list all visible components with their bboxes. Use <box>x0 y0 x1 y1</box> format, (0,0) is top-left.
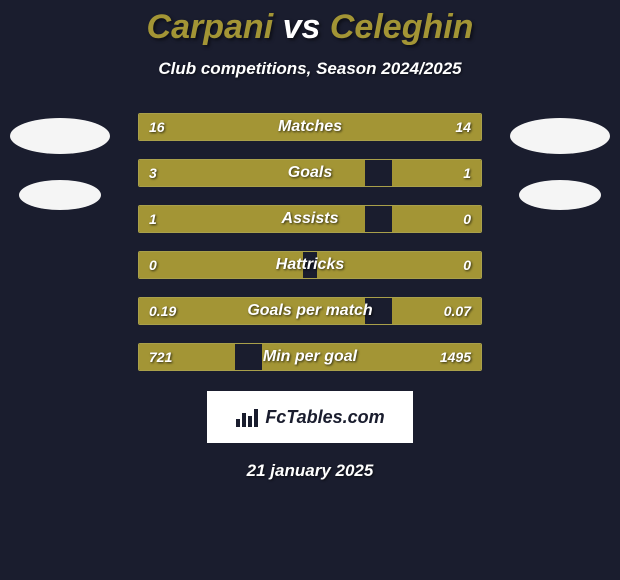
stat-bar-left-value: 3 <box>149 165 157 181</box>
stat-bar-label: Hattricks <box>276 256 344 274</box>
stat-bar-left-value: 721 <box>149 349 172 365</box>
player2-avatar-small <box>519 180 601 210</box>
stat-bar-right-value: 1495 <box>440 349 471 365</box>
stat-bar: Goals per match 0.19 0.07 <box>138 297 482 325</box>
stat-bar-label: Goals <box>288 164 332 182</box>
stat-bar-right-value: 14 <box>455 119 471 135</box>
stat-bar-left-value: 0 <box>149 257 157 273</box>
date-line: 21 january 2025 <box>0 461 620 481</box>
stat-bar-right-value: 0.07 <box>444 303 471 319</box>
stat-bar-left-value: 1 <box>149 211 157 227</box>
stat-bar-left-value: 16 <box>149 119 165 135</box>
stat-bar: Assists 1 0 <box>138 205 482 233</box>
page-title: Carpani vs Celeghin <box>0 8 620 47</box>
stat-bar-right-value: 0 <box>463 211 471 227</box>
subtitle: Club competitions, Season 2024/2025 <box>0 59 620 79</box>
brand-chart-icon <box>235 407 259 427</box>
stat-bar-label: Goals per match <box>247 302 372 320</box>
player2-avatar <box>510 118 610 154</box>
stat-bar: Matches 16 14 <box>138 113 482 141</box>
stat-bar-right-value: 0 <box>463 257 471 273</box>
stat-bar: Hattricks 0 0 <box>138 251 482 279</box>
stat-bar-label: Assists <box>282 210 339 228</box>
brand-box: FcTables.com <box>207 391 413 443</box>
stat-bars: Matches 16 14 Goals 3 1 Assists 1 0 Hattricks 0 0 Go… <box>138 113 482 371</box>
stat-bar-label: Min per goal <box>263 348 357 366</box>
vs-separator: vs <box>283 8 321 46</box>
stat-bar-label: Matches <box>278 118 342 136</box>
stat-bar-right-value: 1 <box>463 165 471 181</box>
stat-bar: Goals 3 1 <box>138 159 482 187</box>
player2-name: Celeghin <box>330 8 474 46</box>
player1-avatar <box>10 118 110 154</box>
stat-bar: Min per goal 721 1495 <box>138 343 482 371</box>
avatar-col-right <box>510 118 610 210</box>
player1-avatar-small <box>19 180 101 210</box>
stat-bar-left-value: 0.19 <box>149 303 176 319</box>
player1-name: Carpani <box>147 8 274 46</box>
avatar-col-left <box>10 118 110 210</box>
brand-text: FcTables.com <box>265 407 384 428</box>
